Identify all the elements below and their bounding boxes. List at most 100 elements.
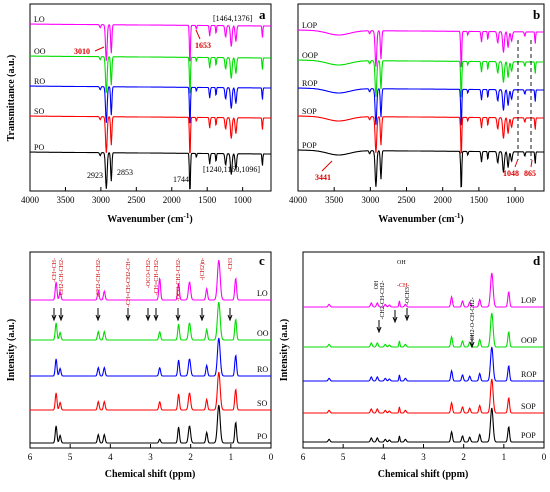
x-tick-label: 2000 <box>163 195 182 205</box>
panel-c-letter: c <box>259 253 265 268</box>
series-label-rop: ROP <box>521 370 537 379</box>
arrow-1653 <box>195 29 201 40</box>
x-tick-label: 1000 <box>506 195 525 205</box>
x-tick-label: 2 <box>188 452 193 462</box>
nmr-assignment-label: -CH2-O-CH-CH2- <box>470 297 476 342</box>
series-label-so: SO <box>257 399 267 408</box>
x-tick-label: 3 <box>148 452 153 462</box>
panel-d-xlabel: Chemical shift (ppm) <box>378 469 469 480</box>
arrow-865 <box>530 159 533 168</box>
assignment-arrow-head <box>145 314 151 322</box>
x-tick-label: 2000 <box>434 195 453 205</box>
panel-c: c Chemical shift (ppm) Intensity (a.u.) … <box>6 251 274 480</box>
series-label-pop: POP <box>521 431 536 440</box>
panel-d-annotations: OH -CH2-CH-CH2-OH-CH--OCH3-CH2-O-CH-CH2- <box>374 260 476 349</box>
annot-3441: 3441 <box>315 173 331 182</box>
panel-c-xticks: 6 5 4 3 2 1 0 <box>28 444 274 462</box>
series-label-so: SO <box>34 107 44 116</box>
x-tick-label: 5 <box>68 452 73 462</box>
nmr-assignment-label: -CH2-CH-CH2- <box>380 281 386 320</box>
series-line-pop <box>298 149 544 188</box>
assignment-arrow-head <box>469 341 475 349</box>
panel-b-xticks: 4000 3500 3000 2500 2000 1500 1000 <box>289 187 525 205</box>
nmr-assignment-label: -CH- <box>397 283 409 289</box>
nmr-assignment-label: -OCH3 <box>405 287 411 305</box>
panel-a-letter: a <box>259 7 266 22</box>
panel-a-series-labels: LO OO RO SO PO <box>34 15 46 152</box>
series-line-oo <box>30 55 271 94</box>
x-tick-label: 2500 <box>127 195 146 205</box>
arrow-3010 <box>94 46 105 52</box>
series-label-lo: LO <box>34 15 45 24</box>
x-tick-label: 1 <box>502 452 507 462</box>
panel-d-ylabel: Intensity (a.u.) <box>279 319 290 382</box>
annot-2923: 2923 <box>87 171 103 180</box>
x-tick-label: 1000 <box>234 195 253 205</box>
nmr-assignment-label: -(CH2)n- <box>199 258 206 280</box>
series-label-ro: RO <box>257 365 268 374</box>
series-line-pop <box>303 407 544 443</box>
x-tick-label: 4 <box>108 452 113 462</box>
assignment-arrow-head <box>175 314 181 322</box>
nmr-assignment-label: -CH=CH- <box>52 258 58 282</box>
panel-d-series-labels: LOP OOP ROP SOP POP <box>521 296 538 440</box>
series-line-lop <box>298 29 544 68</box>
panel-a-annotations: 3010 1653 [1464,1376] 2923 2853 1744 [12… <box>74 14 260 184</box>
panel-d: d Chemical shift (ppm) Intensity (a.u.) … <box>279 251 547 480</box>
assignment-arrow-head <box>95 314 101 322</box>
x-tick-label: 3500 <box>56 195 75 205</box>
series-label-lo: LO <box>257 289 268 298</box>
series-label-lop: LOP <box>521 296 537 305</box>
assignment-arrow-head <box>199 314 205 322</box>
annot-2853: 2853 <box>117 168 133 177</box>
series-line-oop <box>303 312 544 348</box>
arrow-1048 <box>514 158 519 168</box>
x-tick-label: 1500 <box>470 195 489 205</box>
x-tick-label: 4000 <box>289 195 308 205</box>
panel-d-letter: d <box>533 253 541 268</box>
panel-b-series <box>298 29 544 188</box>
nmr-assignment-label: -CH3 <box>228 258 234 271</box>
series-label-pop: POP <box>302 141 317 150</box>
panel-a-series <box>30 23 271 190</box>
series-label-lop: LOP <box>302 21 318 30</box>
panel-a-xlabel: Wavenumber (cm-1) <box>107 212 192 225</box>
panel-c-series-labels: LO OO RO SO PO <box>257 289 269 441</box>
panel-b-annotations: 3441 1048 865 <box>315 158 536 182</box>
series-line-po <box>30 151 271 190</box>
series-label-ro: RO <box>34 77 45 86</box>
x-tick-label: 4 <box>381 452 386 462</box>
series-label-oo: OO <box>257 329 269 338</box>
arrow-3441 <box>321 160 333 172</box>
x-tick-label: 1 <box>229 452 234 462</box>
x-tick-label: 6 <box>301 452 306 462</box>
panel-a-frame <box>29 3 272 192</box>
series-line-oo <box>30 301 271 341</box>
assignment-arrow-head <box>125 314 131 322</box>
x-tick-label: 0 <box>269 452 274 462</box>
assignment-arrow-head <box>404 314 410 322</box>
series-label-sop: SOP <box>521 402 536 411</box>
series-line-po <box>30 404 271 444</box>
panel-c-series <box>30 259 271 444</box>
panel-c-xlabel: Chemical shift (ppm) <box>105 469 196 480</box>
nmr-assignment-label: -CH2-CH-CH2- <box>59 258 65 297</box>
x-tick-label: 5 <box>341 452 346 462</box>
series-label-rop: ROP <box>302 79 318 88</box>
series-line-ro <box>30 85 271 124</box>
series-label-sop: SOP <box>302 107 317 116</box>
series-line-so <box>30 371 271 411</box>
series-label-oo: OO <box>34 47 46 56</box>
annot-3010: 3010 <box>74 47 90 56</box>
nmr-assignment-label: -CH=CH-CH2- <box>154 258 160 295</box>
x-tick-label: 2 <box>461 452 466 462</box>
nmr-assignment-label: OH <box>374 280 380 289</box>
series-label-po: PO <box>34 143 44 152</box>
x-tick-label: 4000 <box>21 195 40 205</box>
panel-b-series-labels: LOP OOP ROP SOP POP <box>302 21 319 150</box>
series-label-oop: OOP <box>302 51 319 60</box>
series-line-so <box>30 115 271 154</box>
assignment-arrow-head <box>51 314 57 322</box>
